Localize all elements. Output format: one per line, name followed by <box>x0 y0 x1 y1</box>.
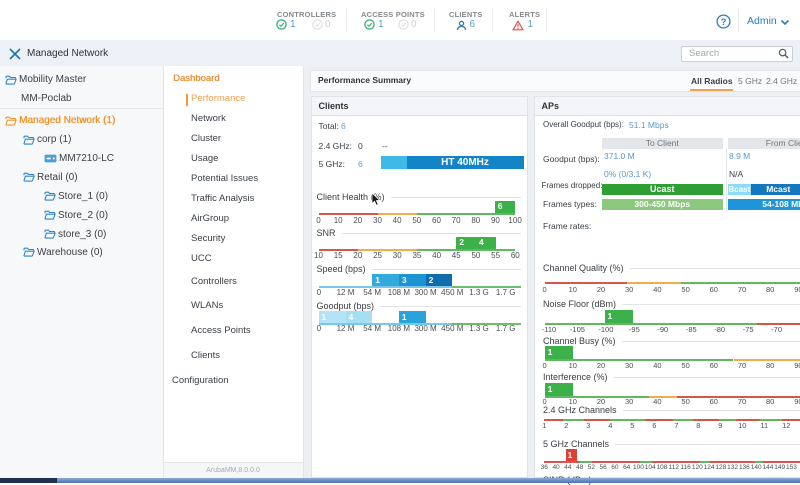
svg-text:?: ? <box>721 17 727 27</box>
